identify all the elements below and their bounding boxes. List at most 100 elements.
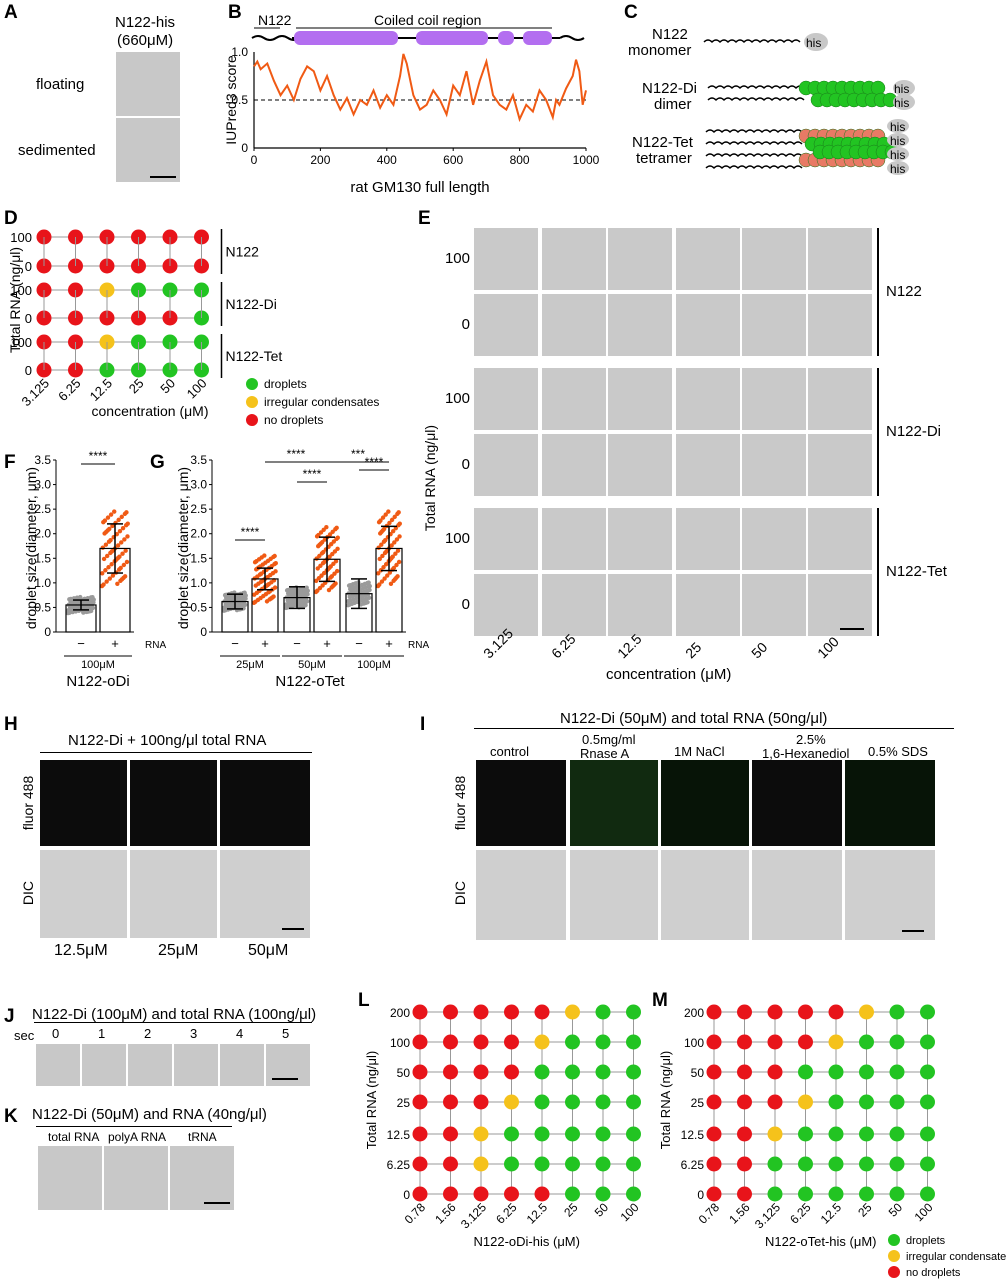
l-row-label: 25: [397, 1096, 411, 1110]
k-title: N122-Di (50μM) and RNA (40ng/μl): [32, 1106, 267, 1123]
g-data-point: [389, 517, 395, 523]
g-data-point: [377, 556, 382, 562]
f-data-point: [109, 549, 115, 554]
f-data-point: [119, 540, 124, 545]
c-mono-name: N122: [652, 26, 688, 43]
b-coil-segment: [498, 31, 514, 45]
b-xlabel: rat GM130 full length: [350, 179, 489, 196]
d-row-label: 0: [25, 311, 32, 326]
h-col-12: 12.5μM: [54, 942, 108, 959]
h-title: N122-Di + 100ng/μl total RNA: [68, 732, 267, 749]
j-time-label: 0: [52, 1026, 60, 1041]
g-sig-label: ****: [241, 525, 260, 539]
m-state-dot: [859, 1034, 874, 1050]
l-state-dot: [565, 1186, 580, 1202]
e-micrograph: [542, 294, 606, 356]
d-group-label: N122: [226, 244, 260, 260]
g-data-point: [393, 551, 398, 556]
e-row-label: 100: [444, 390, 470, 407]
b-line-chart: 0 0.5 1.0 0 200 400 600 800 1000 rat GM130 full l…: [223, 27, 600, 196]
i-dic-control: [476, 850, 566, 940]
c-his-label: his: [890, 148, 905, 162]
m-xtick-label: 50: [886, 1200, 906, 1220]
h-fluor-12: [40, 760, 127, 846]
l-state-dot: [626, 1094, 641, 1110]
g-data-point: [259, 571, 264, 576]
l-state-dot: [504, 1186, 519, 1202]
g-data-point: [391, 565, 397, 571]
g-data-point: [389, 543, 394, 548]
i-scale-bar: [902, 930, 924, 932]
d-row-label: 0: [25, 363, 32, 378]
g-ytick-label: 0: [200, 625, 207, 639]
g-data-point: [348, 582, 353, 588]
i-col-sds: 0.5% SDS: [868, 744, 928, 759]
g-xtick-label: −: [231, 636, 239, 651]
f-data-point: [124, 559, 130, 565]
i-col-rnase-1: 0.5mg/ml: [582, 732, 636, 747]
c-his-label: his: [894, 82, 909, 96]
f-data-point: [115, 581, 120, 586]
i-dic-hex: [752, 850, 842, 940]
b-xtick-label: 400: [377, 153, 397, 167]
g-data-point: [316, 532, 321, 538]
g-data-point: [385, 573, 390, 578]
f-data-point: [125, 534, 130, 539]
e-xlabel: concentration (μM): [606, 666, 732, 683]
l-state-dot: [565, 1126, 580, 1142]
d-group-label: N122-Tet: [226, 348, 283, 364]
m-legend-dot: [888, 1250, 900, 1262]
m-xtick-label: 12.5: [818, 1200, 845, 1227]
c-di-sub: dimer: [654, 96, 692, 113]
j-scale-bar: [272, 1078, 298, 1080]
a-floating-image: [116, 52, 180, 116]
g-ytick-label: 3.5: [190, 453, 207, 467]
j-frame: [82, 1044, 126, 1086]
k-title-rule: [36, 1126, 232, 1127]
g-data-point: [300, 603, 306, 609]
c-mono-sub: monomer: [628, 42, 692, 59]
m-legend-label: irregular condensates: [906, 1251, 1006, 1263]
g-data-point: [380, 515, 386, 520]
m-xlabel: N122-oTet-his (μM): [765, 1234, 877, 1249]
f-ytick-label: 3.0: [34, 478, 51, 492]
g-data-point: [315, 566, 320, 571]
m-state-dot: [828, 1034, 844, 1050]
g-data-point: [395, 548, 401, 553]
c-his-tag: [804, 33, 828, 51]
h-col-50: 50μM: [248, 942, 289, 959]
d-legend-dot: [246, 378, 258, 390]
g-data-point: [285, 605, 290, 610]
m-state-dot: [737, 1186, 752, 1202]
d-legend-label: irregular condensates: [264, 395, 379, 409]
f-data-point: [107, 526, 112, 532]
m-state-dot: [920, 1094, 935, 1110]
f-data-point: [116, 517, 121, 523]
l-state-dot: [565, 1094, 580, 1110]
g-data-point: [390, 554, 395, 559]
m-state-dot: [859, 1004, 874, 1020]
m-state-dot: [889, 1064, 905, 1080]
k-image-polya: [104, 1146, 168, 1210]
f-group-label: 100μM: [81, 659, 115, 671]
m-state-dot: [828, 1156, 844, 1172]
m-state-dot: [920, 1186, 935, 1202]
e-micrograph: [808, 228, 872, 290]
g-data-point: [335, 535, 340, 540]
e-group-bracket: [877, 368, 879, 496]
b-ylabel: IUPred3 score: [223, 55, 239, 145]
l-state-dot: [443, 1004, 458, 1020]
panel-label-j: J: [4, 1006, 15, 1027]
c-his-tag: [893, 80, 915, 96]
l-state-dot: [504, 1094, 519, 1110]
k-image-trna: [170, 1146, 234, 1210]
e-micrograph: [542, 228, 606, 290]
f-data-point: [123, 548, 128, 553]
l-state-dot: [473, 1186, 489, 1202]
f-data-point: [100, 571, 105, 576]
l-state-dot: [412, 1126, 428, 1142]
l-state-dot: [534, 1126, 550, 1142]
m-state-dot: [889, 1126, 905, 1142]
l-row-label: 0: [403, 1188, 410, 1202]
m-xtick-label: 6.25: [787, 1200, 814, 1227]
